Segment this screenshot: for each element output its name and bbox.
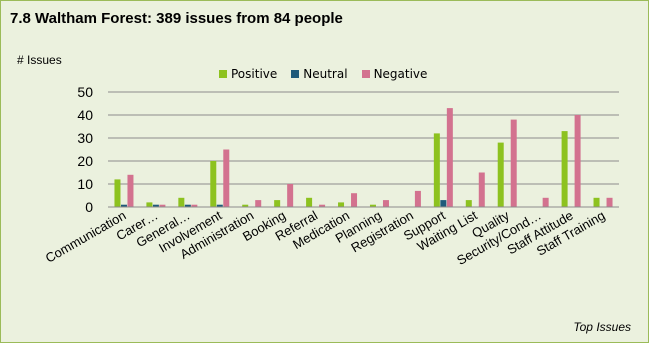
legend-label-neutral: Neutral [303, 67, 348, 81]
bar-positive [210, 161, 217, 207]
chart-footer: Top Issues [573, 320, 631, 334]
legend-swatch-positive [219, 70, 227, 78]
legend-item-neutral: Neutral [291, 67, 348, 81]
bar-negative [446, 108, 453, 207]
bar-neutral [216, 204, 223, 207]
legend-swatch-negative [361, 70, 370, 78]
y-axis-label: # Issues [17, 53, 62, 67]
bar-positive [465, 200, 472, 207]
bar-negative [382, 200, 389, 207]
bar-negative [255, 200, 262, 207]
legend-label-positive: Positive [231, 67, 278, 81]
y-tick-label: 50 [77, 84, 93, 100]
legend-item-negative: Negative [361, 67, 428, 81]
bar-positive [146, 202, 153, 207]
legend-swatch-neutral [291, 70, 300, 78]
bar-negative [414, 190, 421, 207]
y-tick-label: 40 [77, 107, 93, 123]
bar-positive [561, 131, 568, 207]
bar-positive [306, 197, 313, 207]
bar-positive [497, 142, 504, 207]
bar-positive [274, 200, 281, 207]
bar-positive [338, 202, 345, 207]
bar-neutral [120, 204, 127, 207]
bar-positive [593, 197, 600, 207]
bar-negative [351, 193, 358, 207]
bar-negative [542, 197, 549, 207]
legend-item-positive: Positive [219, 67, 277, 81]
bar-negative [191, 204, 198, 207]
bar-neutral [184, 204, 191, 207]
bar-negative [319, 204, 326, 207]
x-tick-label: Communication [43, 208, 129, 266]
y-tick-label: 30 [77, 130, 93, 146]
bar-neutral [440, 200, 447, 207]
bar-positive [114, 179, 121, 207]
legend: Positive Neutral Negative [219, 67, 427, 81]
bar-negative [510, 119, 517, 207]
bar-positive [178, 197, 185, 207]
bar-positive [433, 133, 440, 207]
bar-positive [242, 204, 249, 207]
bar-negative [223, 149, 230, 207]
y-tick-label: 0 [85, 199, 93, 215]
y-tick-label: 10 [77, 176, 93, 192]
bar-negative [159, 204, 166, 207]
bar-negative [478, 172, 485, 207]
bar-positive [369, 204, 376, 207]
y-tick-label: 20 [77, 153, 93, 169]
bar-neutral [152, 204, 159, 207]
bar-negative [574, 115, 581, 207]
legend-label-negative: Negative [373, 67, 428, 81]
bar-negative [606, 197, 613, 207]
bar-negative [127, 174, 134, 207]
bar-negative [287, 184, 294, 207]
chart-title: 7.8 Waltham Forest: 389 issues from 84 p… [10, 10, 343, 27]
